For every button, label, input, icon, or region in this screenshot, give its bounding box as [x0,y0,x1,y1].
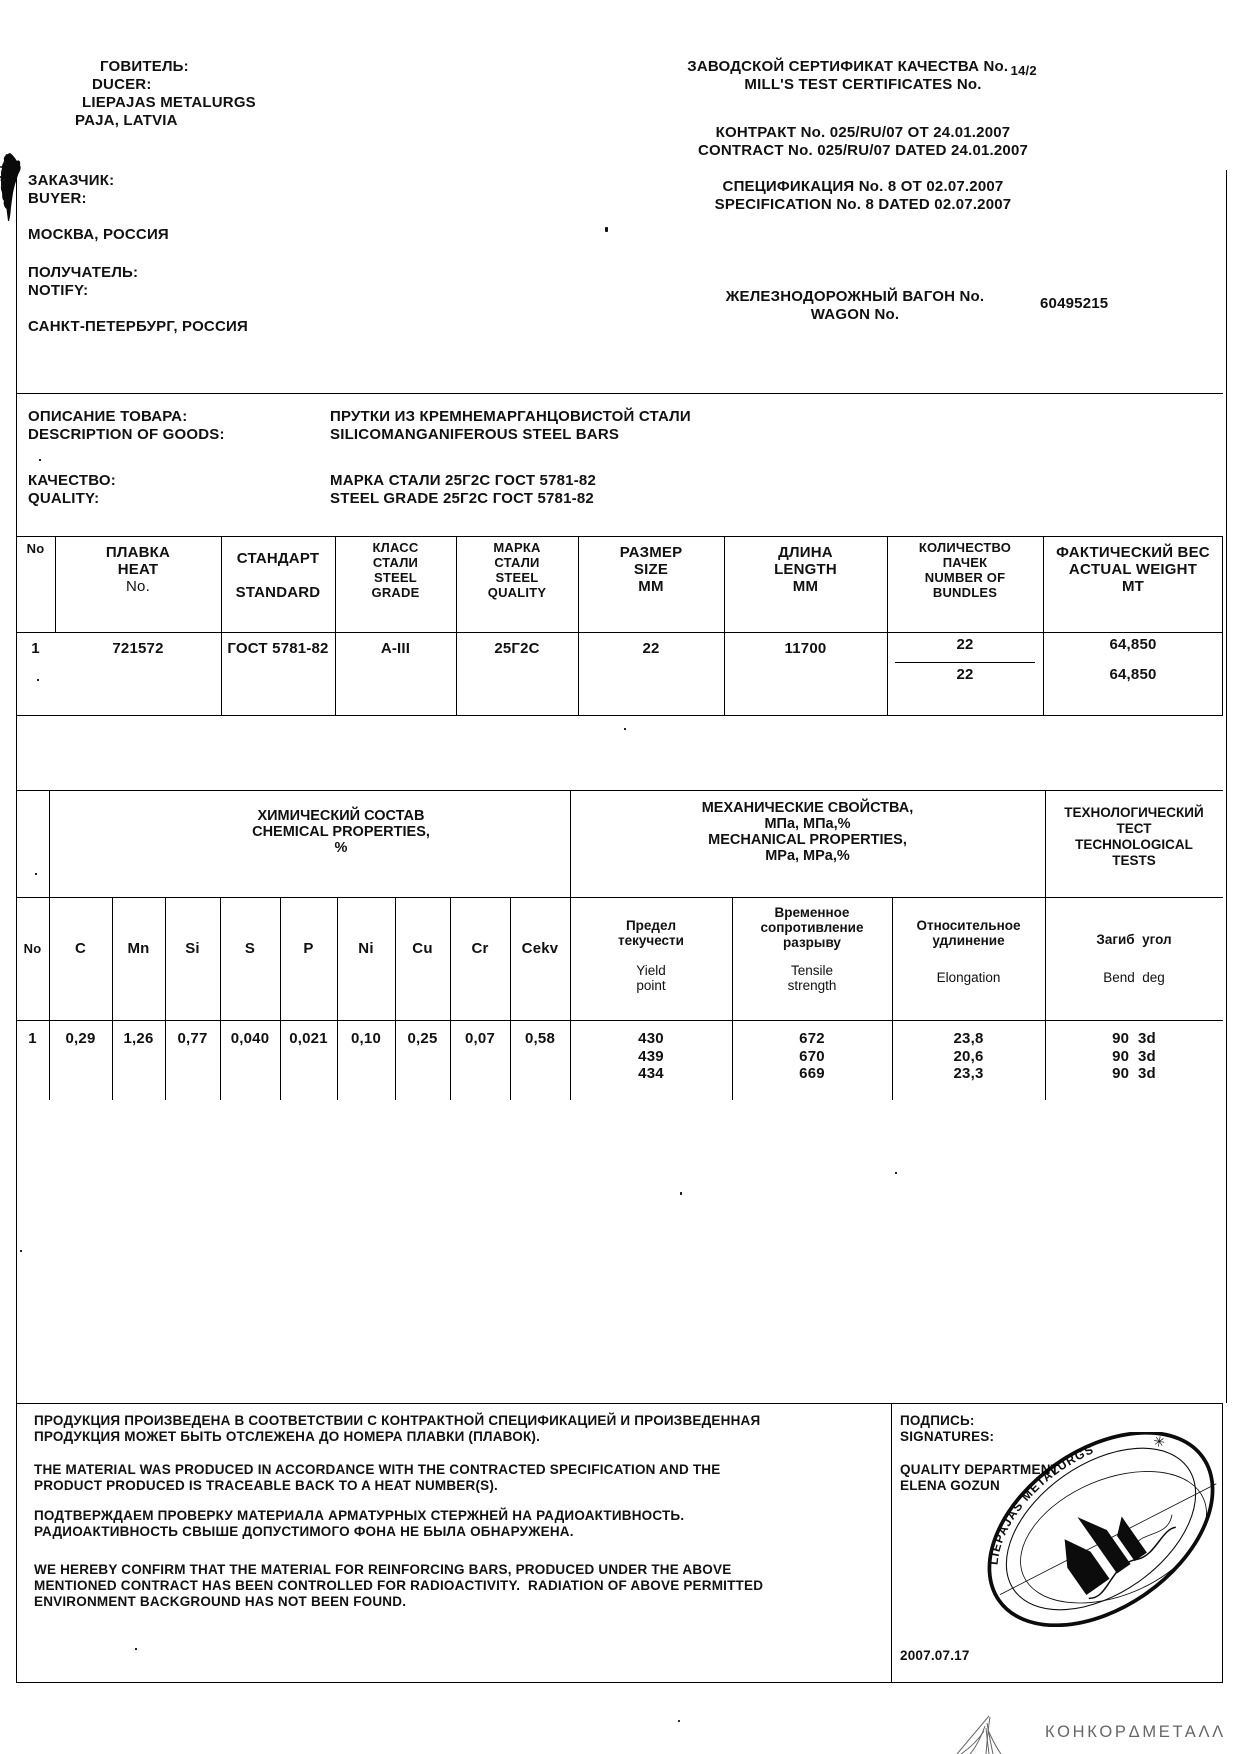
svg-text:LIEPAJAS METALURGS: LIEPAJAS METALURGS [983,1439,1119,1572]
